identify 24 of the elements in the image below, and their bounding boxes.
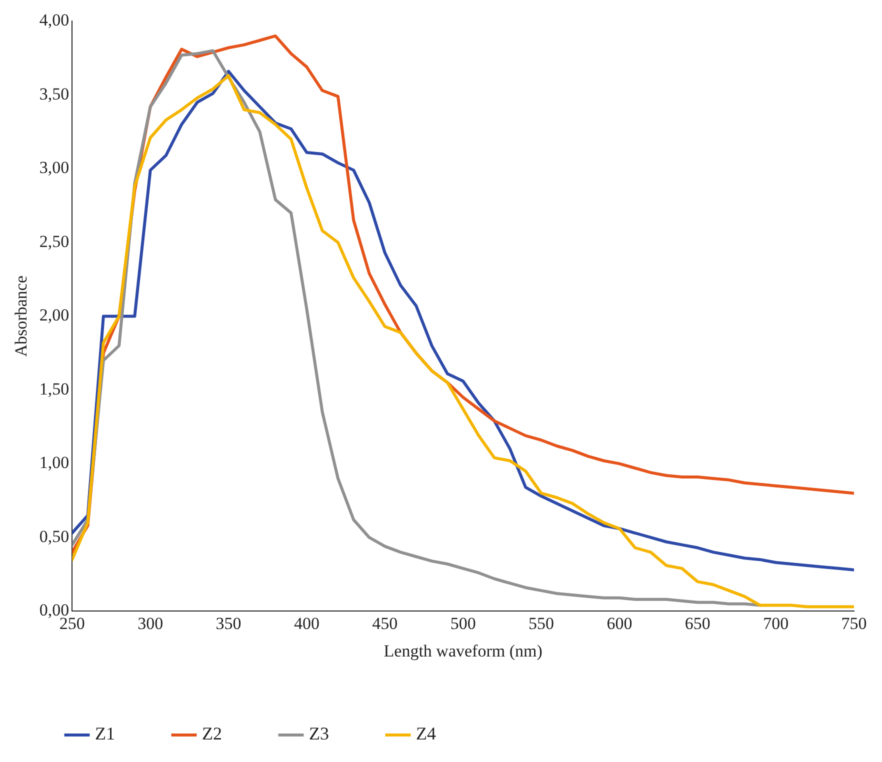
legend-label: Z3 [308,724,329,744]
x-tick-label: 650 [684,614,710,633]
x-tick-label: 500 [450,614,476,633]
x-tick-label: 700 [763,614,789,633]
x-tick-label: 400 [294,614,320,633]
y-tick-label: 1,50 [39,379,70,398]
x-axis-title: Length waveform (nm) [384,641,542,660]
x-tick-label: 750 [841,614,867,633]
legend-label: Z1 [95,724,115,744]
y-axis-title: Absorbance [12,276,31,357]
y-tick-label: 3,50 [39,84,70,104]
y-tick-label: 1,00 [39,453,70,472]
x-tick-label: 600 [606,614,632,633]
legend-label: Z4 [416,724,436,744]
x-tick-label: 350 [216,614,242,633]
y-tick-label: 2,50 [39,232,70,251]
x-tick-label: 450 [372,614,398,633]
y-tick-label: 0,50 [39,526,70,546]
legend-label: Z2 [202,724,222,744]
y-tick-label: 3,00 [39,158,70,178]
y-tick-label: 4,00 [39,10,70,30]
y-tick-label: 2,00 [39,306,70,325]
x-tick-label: 300 [138,614,164,633]
x-tick-label: 550 [528,614,554,633]
